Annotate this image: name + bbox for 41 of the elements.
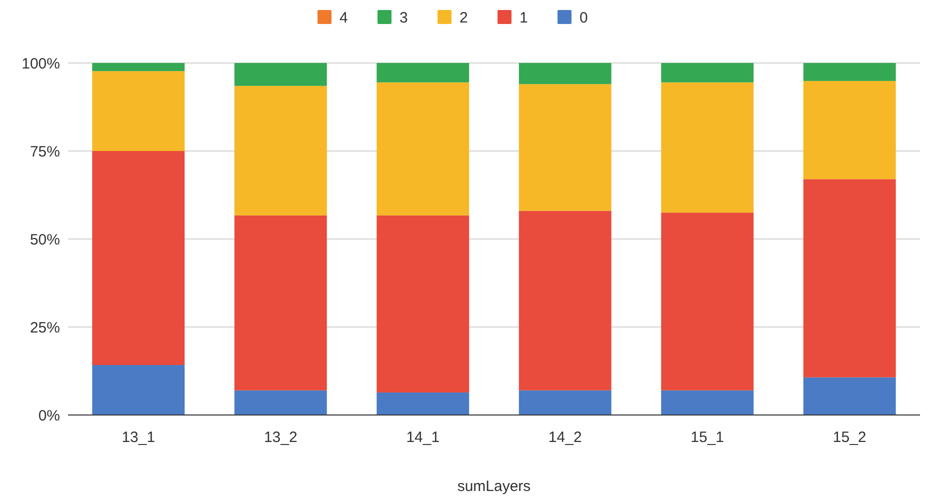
x-tick-label: 14_1 [406,429,440,446]
bar [803,179,896,378]
bar [518,84,612,211]
bar [803,80,896,180]
x-tick-label: 13_2 [264,429,298,446]
x-tick-label: 13_1 [122,429,156,446]
bar [518,390,612,415]
legend-label: 2 [460,9,468,26]
legend-label: 1 [520,9,528,26]
bar [803,377,896,415]
bar [518,210,612,390]
bar [376,215,470,392]
bar [234,86,327,216]
y-tick-label: 25% [30,319,60,336]
bar [661,63,754,82]
bar [376,63,470,82]
x-tick-label: 14_2 [548,429,582,446]
y-tick-label: 100% [22,55,60,72]
y-tick-label: 50% [30,231,60,248]
x-tick-label: 15_2 [832,429,866,446]
bar [803,63,896,81]
bar [376,82,470,216]
legend-label: 0 [580,9,588,26]
bar [234,215,327,390]
bar [92,63,185,72]
legend-label: 3 [400,9,408,26]
x-tick-label: 15_1 [690,429,724,446]
bar [92,151,185,366]
bar [92,71,185,151]
bar [661,390,754,415]
legend-label: 4 [340,9,348,26]
y-tick-label: 75% [30,143,60,160]
x-axis-title: sumLayers [457,478,531,495]
bar [661,212,754,390]
bar [518,63,612,84]
bar [376,392,470,415]
bar [234,63,327,86]
y-tick-label: 0% [38,407,60,424]
bar [661,82,754,213]
bar [92,365,185,415]
bar [234,390,327,415]
